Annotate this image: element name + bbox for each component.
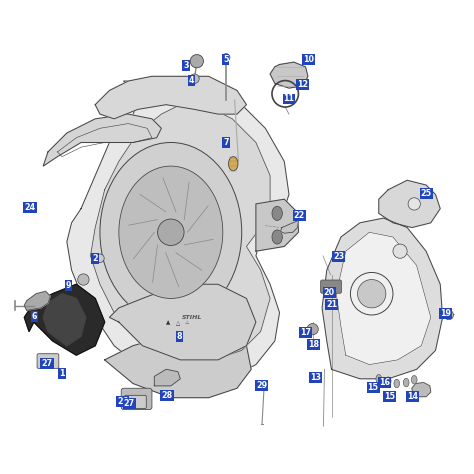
Text: 3: 3 xyxy=(183,61,189,70)
Text: STIHL: STIHL xyxy=(182,315,202,320)
Text: 11: 11 xyxy=(283,94,294,103)
Polygon shape xyxy=(256,199,299,251)
Text: 4: 4 xyxy=(189,75,194,84)
Text: 21: 21 xyxy=(326,300,337,309)
Text: 8: 8 xyxy=(176,332,182,341)
Polygon shape xyxy=(24,284,105,355)
Polygon shape xyxy=(155,369,180,386)
Polygon shape xyxy=(24,292,50,310)
Ellipse shape xyxy=(376,374,382,383)
Polygon shape xyxy=(91,105,270,360)
Circle shape xyxy=(190,55,203,68)
Text: 28: 28 xyxy=(162,391,173,400)
Ellipse shape xyxy=(394,379,400,388)
Text: 16: 16 xyxy=(379,378,391,387)
Circle shape xyxy=(393,244,407,258)
Polygon shape xyxy=(43,114,161,166)
Polygon shape xyxy=(281,220,299,233)
FancyBboxPatch shape xyxy=(320,280,341,293)
Ellipse shape xyxy=(411,375,417,384)
Ellipse shape xyxy=(272,206,283,220)
Text: 24: 24 xyxy=(25,203,36,212)
Text: ⚠: ⚠ xyxy=(185,320,190,326)
Ellipse shape xyxy=(385,377,391,385)
Circle shape xyxy=(96,254,104,263)
Text: 22: 22 xyxy=(294,211,305,220)
Ellipse shape xyxy=(100,143,242,322)
Circle shape xyxy=(157,219,184,246)
Ellipse shape xyxy=(403,378,409,387)
Text: 5: 5 xyxy=(223,55,228,64)
Text: 17: 17 xyxy=(300,328,311,337)
Text: 13: 13 xyxy=(310,374,321,383)
Polygon shape xyxy=(322,218,443,379)
FancyBboxPatch shape xyxy=(125,395,146,409)
Text: 27: 27 xyxy=(41,359,53,368)
FancyBboxPatch shape xyxy=(37,354,59,368)
Text: △: △ xyxy=(176,320,180,326)
Polygon shape xyxy=(379,180,440,228)
Text: 2: 2 xyxy=(92,254,98,263)
FancyBboxPatch shape xyxy=(121,388,152,410)
Ellipse shape xyxy=(228,156,238,171)
Polygon shape xyxy=(109,284,256,360)
Text: 14: 14 xyxy=(407,392,419,401)
Text: 6: 6 xyxy=(32,312,37,321)
Polygon shape xyxy=(336,232,431,365)
Polygon shape xyxy=(412,383,431,397)
Text: 29: 29 xyxy=(256,382,267,391)
Polygon shape xyxy=(67,81,289,383)
Circle shape xyxy=(222,54,230,61)
Text: 26: 26 xyxy=(117,397,128,406)
Text: ▲: ▲ xyxy=(166,320,171,326)
Circle shape xyxy=(190,74,199,83)
Text: 18: 18 xyxy=(308,340,319,349)
Text: 7: 7 xyxy=(223,138,229,147)
Text: 25: 25 xyxy=(420,189,432,198)
Circle shape xyxy=(444,310,454,319)
Text: 27: 27 xyxy=(124,399,135,408)
Circle shape xyxy=(408,198,420,210)
Ellipse shape xyxy=(119,166,223,299)
Circle shape xyxy=(78,274,89,285)
Text: 23: 23 xyxy=(333,252,344,261)
Text: 10: 10 xyxy=(303,55,314,64)
Polygon shape xyxy=(270,62,308,88)
Text: 12: 12 xyxy=(297,80,308,89)
Ellipse shape xyxy=(272,230,283,244)
Polygon shape xyxy=(43,294,86,346)
Circle shape xyxy=(357,280,386,308)
Circle shape xyxy=(307,323,318,335)
Polygon shape xyxy=(95,76,246,119)
Text: 9: 9 xyxy=(65,281,71,290)
Text: 15: 15 xyxy=(368,383,379,392)
Text: 15: 15 xyxy=(383,392,395,401)
Text: 1: 1 xyxy=(59,369,65,378)
Text: 20: 20 xyxy=(324,288,335,297)
Text: 19: 19 xyxy=(440,309,451,318)
Polygon shape xyxy=(105,331,251,398)
